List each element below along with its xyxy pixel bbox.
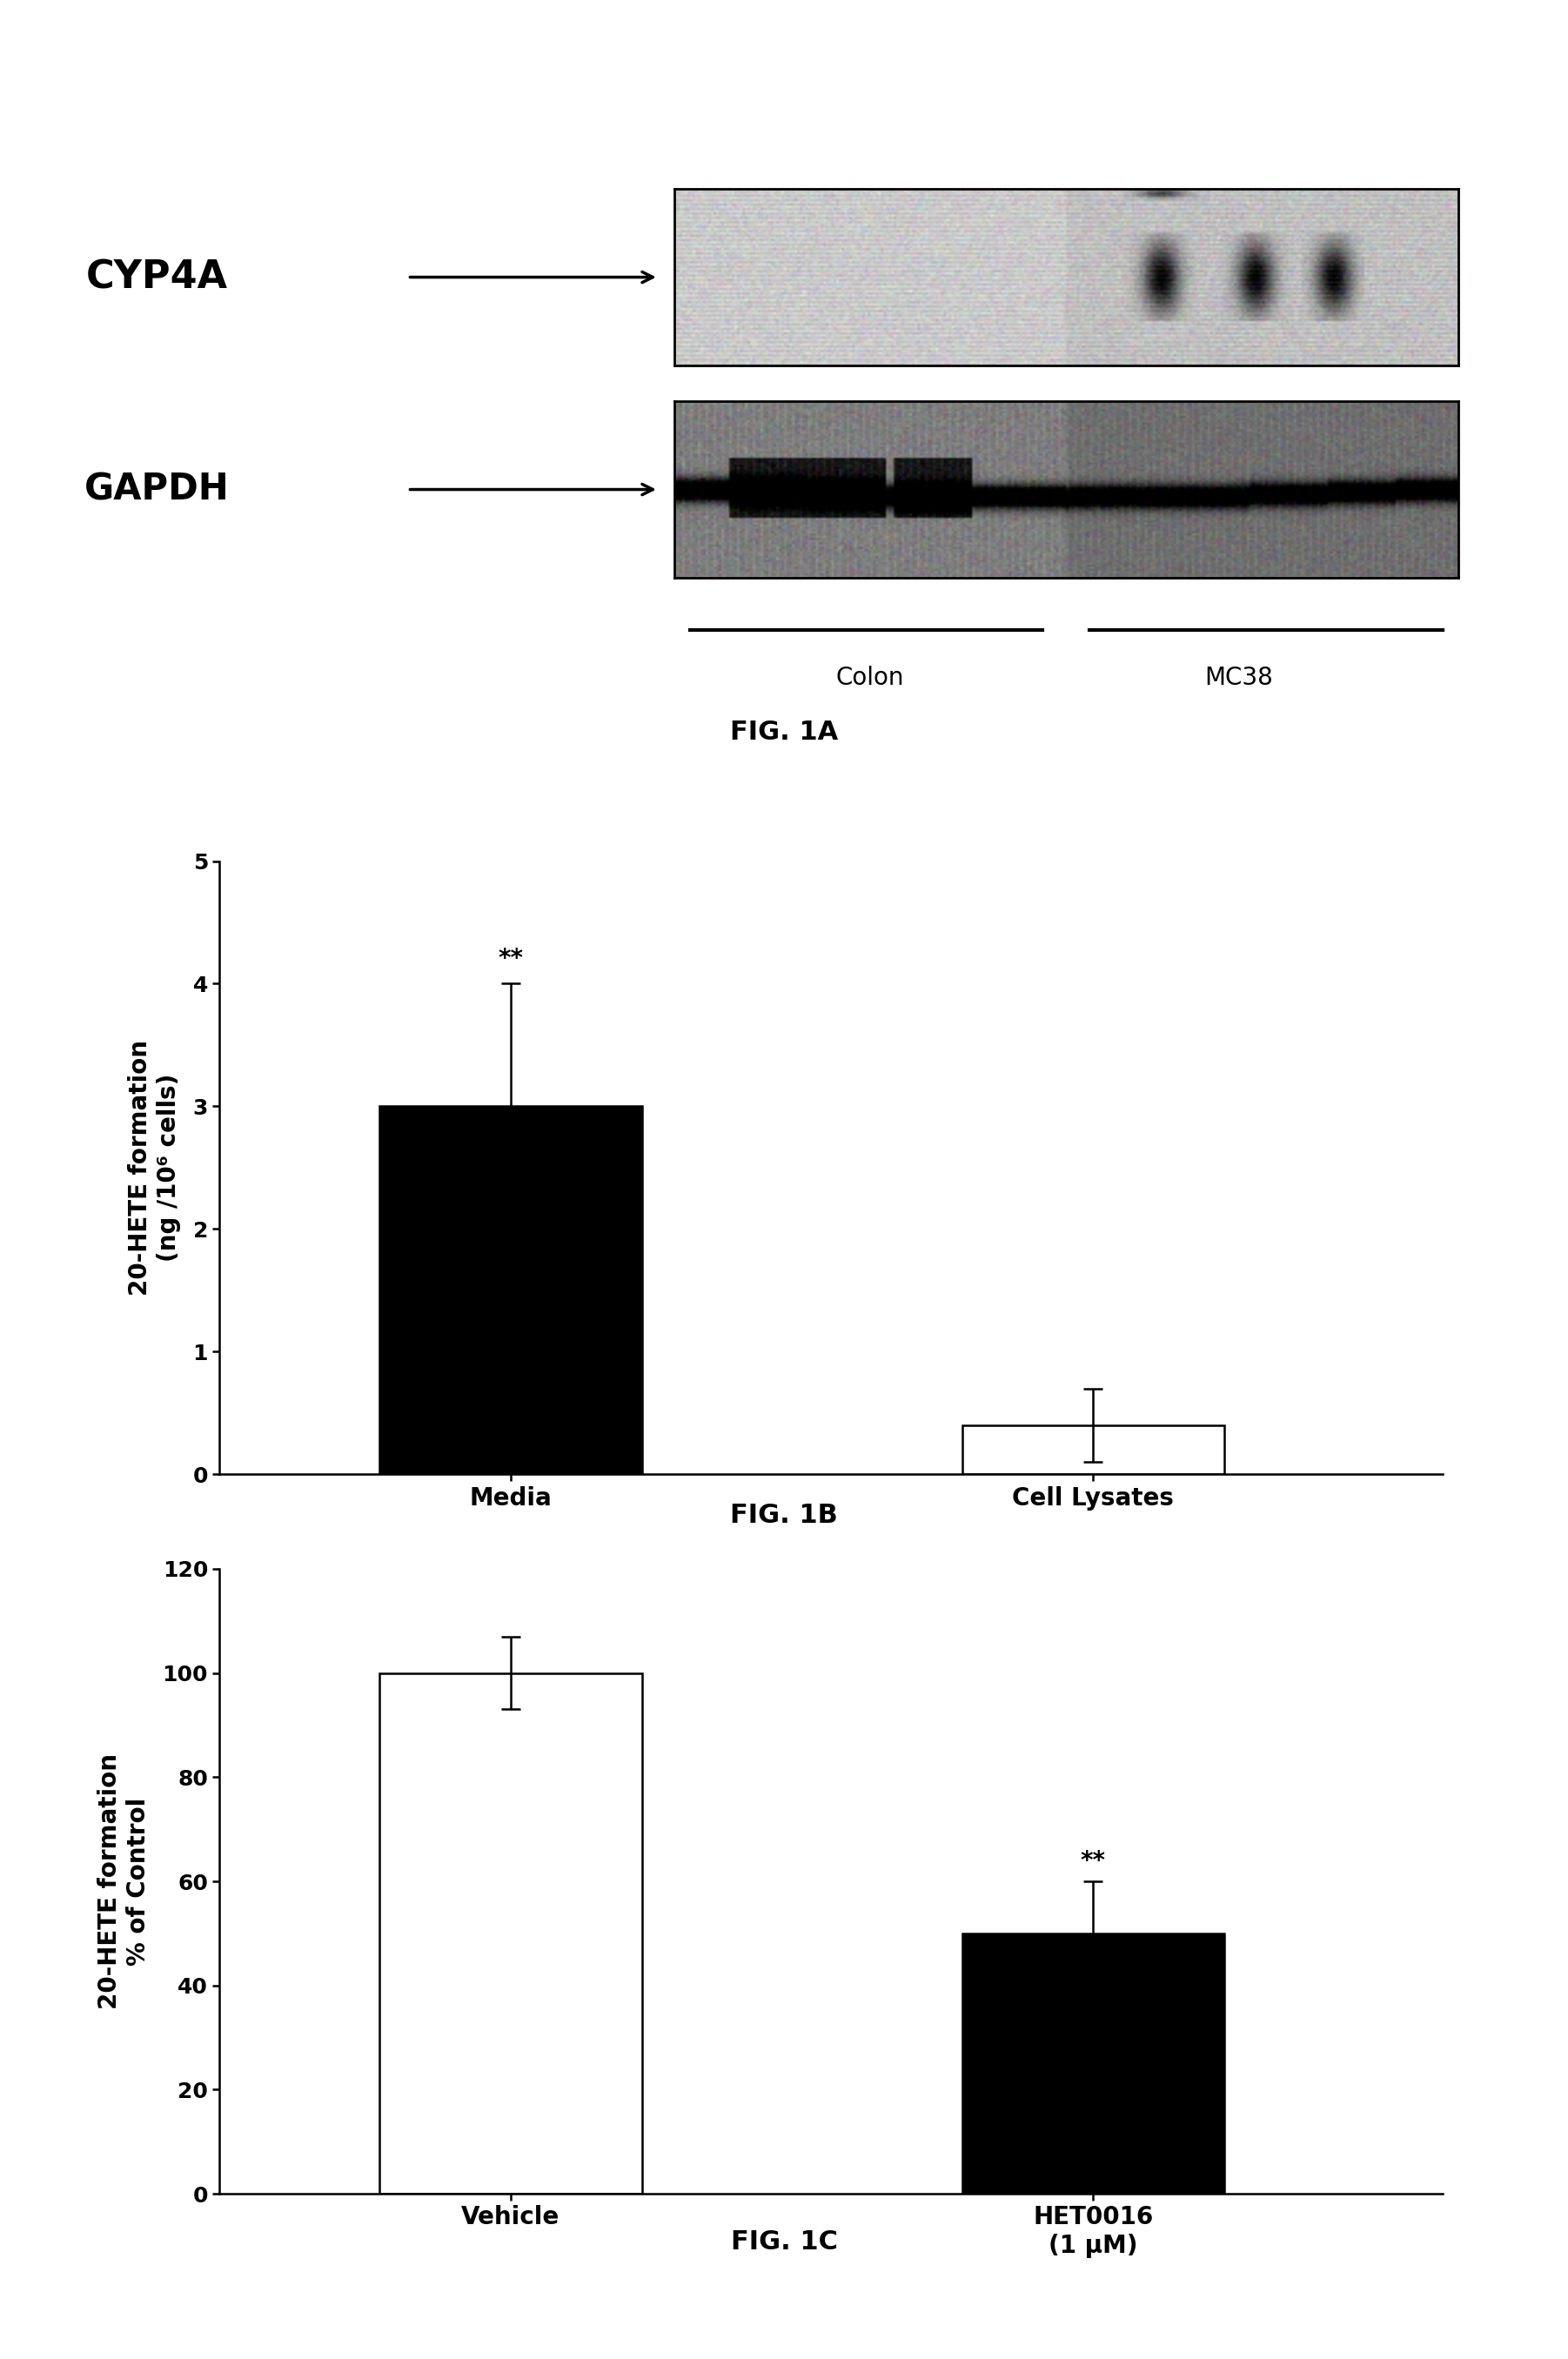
Bar [379,1673,641,2194]
Text: Colon: Colon [836,665,905,689]
Text: **: ** [499,946,524,972]
Text: FIG. 1A: FIG. 1A [731,719,837,745]
Bar [963,1934,1225,2194]
Y-axis label: 20-HETE formation
% of Control: 20-HETE formation % of Control [97,1753,151,2010]
Bar [963,1425,1225,1474]
Y-axis label: 20-HETE formation
(ng /10⁶ cells): 20-HETE formation (ng /10⁶ cells) [129,1040,180,1295]
Bar [379,1106,641,1474]
Text: FIG. 1C: FIG. 1C [731,2229,837,2255]
Text: GAPDH: GAPDH [85,472,229,507]
Text: MC38: MC38 [1204,665,1273,689]
Text: CYP4A: CYP4A [86,259,227,295]
Text: FIG. 1B: FIG. 1B [731,1503,837,1529]
Text: **: ** [1080,1849,1105,1873]
